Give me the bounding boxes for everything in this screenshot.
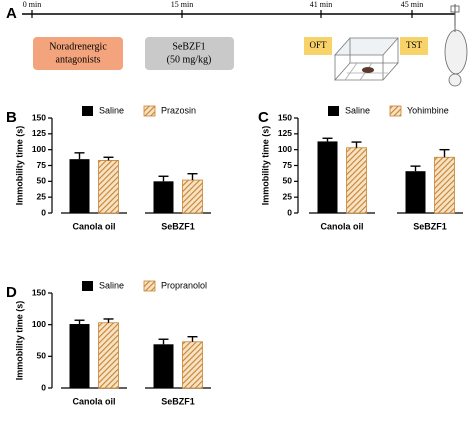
legend-swatch bbox=[389, 105, 402, 117]
bar bbox=[182, 341, 203, 389]
legend-label: Saline bbox=[345, 105, 370, 115]
y-axis-title: Immobility time (s) bbox=[14, 301, 24, 381]
y-tick-label: 0 bbox=[287, 207, 292, 217]
time-label: 0 min bbox=[23, 0, 41, 9]
legend-swatch bbox=[143, 105, 156, 117]
y-tick-label: 25 bbox=[283, 191, 293, 201]
x-tick-label: SeBZF1 bbox=[161, 396, 195, 406]
panel-label: A bbox=[6, 5, 17, 22]
time-label: 45 min bbox=[401, 0, 423, 9]
x-tick-label: Canola oil bbox=[72, 396, 115, 406]
y-tick-label: 150 bbox=[32, 112, 46, 122]
box-text: SeBZF1 bbox=[172, 41, 205, 52]
bar bbox=[434, 156, 455, 214]
tail-suspension-mouse bbox=[444, 4, 468, 87]
y-tick-label: 50 bbox=[37, 176, 47, 186]
tst-box bbox=[400, 37, 428, 55]
bar bbox=[69, 324, 90, 388]
error-bar bbox=[187, 173, 198, 181]
error-bar bbox=[74, 152, 85, 160]
bar bbox=[153, 181, 174, 213]
y-tick-label: 150 bbox=[278, 112, 292, 122]
error-bar bbox=[103, 156, 114, 161]
bar bbox=[98, 322, 119, 389]
open-field-cage bbox=[334, 37, 399, 81]
box-text: Noradrenergic bbox=[49, 41, 107, 52]
error-bar bbox=[410, 165, 421, 172]
x-tick-label: SeBZF1 bbox=[413, 221, 447, 231]
x-tick-label: SeBZF1 bbox=[161, 221, 195, 231]
error-bar bbox=[158, 175, 169, 182]
bar bbox=[153, 344, 174, 388]
bar bbox=[317, 141, 338, 213]
bar bbox=[346, 147, 367, 214]
bar bbox=[405, 171, 426, 213]
mouse-icon bbox=[362, 67, 374, 73]
error-bar bbox=[322, 137, 333, 142]
box-text: TST bbox=[406, 40, 423, 50]
y-tick-label: 125 bbox=[32, 128, 46, 138]
error-bar bbox=[351, 141, 362, 148]
x-tick-label: Canola oil bbox=[72, 221, 115, 231]
y-tick-label: 50 bbox=[37, 351, 47, 361]
time-label: 15 min bbox=[171, 0, 193, 9]
y-tick-label: 25 bbox=[37, 191, 47, 201]
legend-swatch bbox=[82, 281, 93, 291]
y-tick-label: 100 bbox=[32, 144, 46, 154]
panel-label: D bbox=[6, 284, 17, 301]
time-label: 41 min bbox=[310, 0, 332, 9]
y-tick-label: 0 bbox=[41, 382, 46, 392]
y-axis-title: Immobility time (s) bbox=[260, 126, 270, 206]
box-text: OFT bbox=[309, 40, 327, 50]
y-tick-label: 75 bbox=[37, 160, 47, 170]
y-tick-label: 75 bbox=[283, 160, 293, 170]
treatment-box bbox=[145, 37, 234, 70]
legend-label: Yohimbine bbox=[407, 105, 449, 115]
bar bbox=[98, 160, 119, 214]
oft-box bbox=[304, 37, 332, 55]
legend-label: Saline bbox=[99, 105, 124, 115]
legend-swatch bbox=[82, 106, 93, 116]
y-tick-label: 0 bbox=[41, 207, 46, 217]
error-bar bbox=[439, 148, 450, 158]
error-bar bbox=[187, 336, 198, 342]
legend-label: Propranolol bbox=[161, 280, 207, 290]
error-bar bbox=[74, 319, 85, 325]
y-tick-label: 100 bbox=[278, 144, 292, 154]
x-tick-label: Canola oil bbox=[320, 221, 363, 231]
y-tick-label: 100 bbox=[32, 319, 46, 329]
legend-label: Saline bbox=[99, 280, 124, 290]
antagonist-box bbox=[33, 37, 123, 70]
y-tick-label: 50 bbox=[283, 176, 293, 186]
error-bar bbox=[103, 318, 114, 323]
bar bbox=[182, 179, 203, 214]
bar bbox=[69, 159, 90, 213]
y-axis-title: Immobility time (s) bbox=[14, 126, 24, 206]
error-bar bbox=[158, 338, 169, 345]
legend-swatch bbox=[143, 280, 156, 292]
panel-label: C bbox=[258, 109, 269, 126]
y-tick-label: 125 bbox=[278, 128, 292, 138]
y-tick-label: 150 bbox=[32, 287, 46, 297]
legend-swatch bbox=[328, 106, 339, 116]
panel-label: B bbox=[6, 109, 17, 126]
box-text: antagonists bbox=[56, 54, 101, 65]
legend-label: Prazosin bbox=[161, 105, 196, 115]
box-text: (50 mg/kg) bbox=[167, 54, 212, 65]
timeline-ticks bbox=[31, 10, 413, 18]
